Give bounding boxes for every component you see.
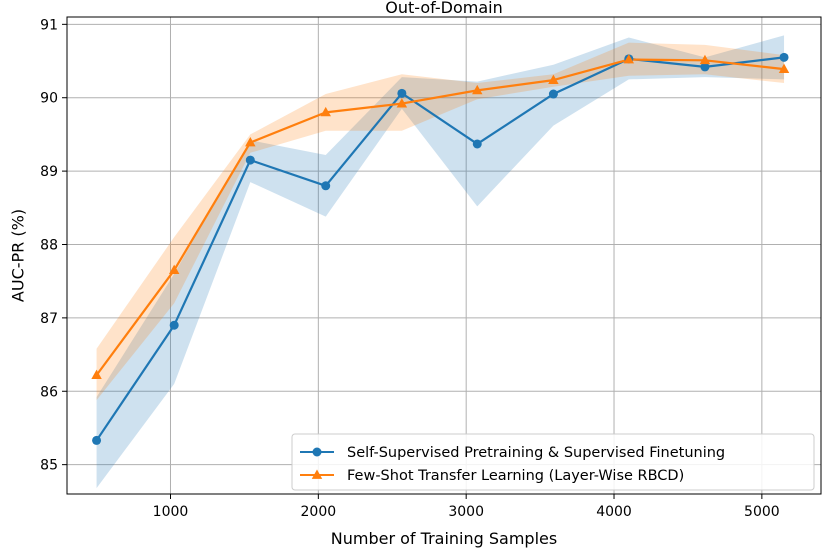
y-tick-label: 90 xyxy=(40,91,58,107)
legend: Self-Supervised Pretraining & Supervised… xyxy=(291,433,815,491)
legend-entry-few-shot: Few-Shot Transfer Learning (Layer-Wise R… xyxy=(300,468,684,484)
band-self-supervised xyxy=(96,35,785,489)
y-tick-label: 91 xyxy=(40,17,58,33)
point-few-shot xyxy=(548,74,559,84)
x-tick-label: 1000 xyxy=(153,504,189,520)
x-axis-label: Number of Training Samples xyxy=(331,529,557,548)
point-self-supervised xyxy=(472,139,482,149)
point-few-shot xyxy=(168,264,180,275)
point-few-shot xyxy=(91,369,102,379)
point-few-shot xyxy=(699,54,711,65)
point-self-supervised xyxy=(397,88,407,98)
chart-title: Out-of-Domain xyxy=(385,0,502,17)
point-self-supervised xyxy=(92,435,102,445)
point-self-supervised xyxy=(779,52,789,62)
axis-ticks: 1000 2000 3000 4000 5000 85 86 87 88 89 90 91 xyxy=(40,17,780,520)
y-axis-label: AUC-PR (%) xyxy=(9,209,28,302)
band-few-shot xyxy=(96,42,785,401)
point-self-supervised xyxy=(245,155,255,165)
y-tick-label: 87 xyxy=(40,311,58,327)
x-tick-label: 4000 xyxy=(596,504,632,520)
x-tick-label: 2000 xyxy=(301,504,337,520)
series-markers xyxy=(91,52,790,445)
x-tick-label: 5000 xyxy=(744,504,780,520)
y-tick-label: 88 xyxy=(40,237,58,253)
line-self-supervised xyxy=(95,56,785,442)
point-few-shot xyxy=(623,54,635,64)
series-lines xyxy=(95,56,785,442)
point-self-supervised xyxy=(700,62,710,72)
y-tick-label: 86 xyxy=(40,384,58,400)
y-tick-label: 89 xyxy=(40,164,58,180)
point-few-shot xyxy=(472,84,483,95)
legend-box xyxy=(291,433,815,491)
point-self-supervised xyxy=(548,89,558,99)
line-few-shot xyxy=(95,58,785,376)
y-tick-label: 85 xyxy=(40,458,58,474)
point-few-shot xyxy=(396,98,408,108)
point-self-supervised xyxy=(169,320,179,330)
legend-marker-circle xyxy=(312,447,322,457)
point-self-supervised xyxy=(321,181,331,191)
plot-frame xyxy=(66,16,822,495)
confidence-bands xyxy=(96,35,785,489)
point-few-shot xyxy=(778,63,790,73)
point-few-shot xyxy=(245,136,256,147)
legend-label-few-shot: Few-Shot Transfer Learning (Layer-Wise R… xyxy=(347,468,684,484)
legend-marker-triangle xyxy=(311,469,323,479)
legend-label-self-supervised: Self-Supervised Pretraining & Supervised… xyxy=(347,445,725,461)
x-tick-label: 3000 xyxy=(448,504,484,520)
point-few-shot xyxy=(320,106,331,117)
legend-entry-self-supervised: Self-Supervised Pretraining & Supervised… xyxy=(300,445,725,461)
